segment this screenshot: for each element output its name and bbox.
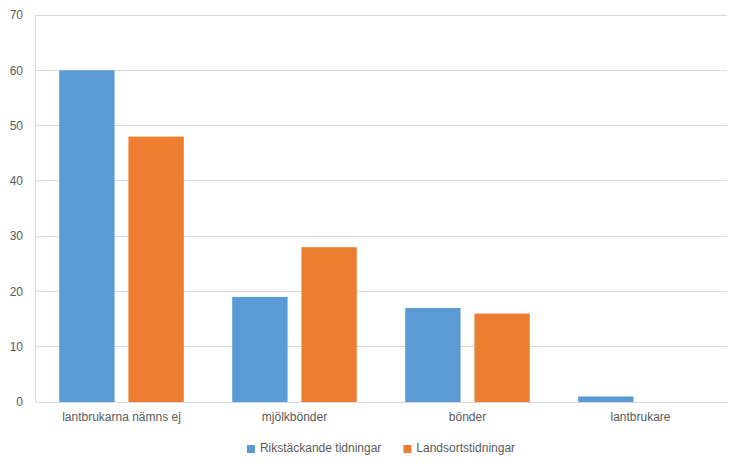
y-tick: 60 <box>10 64 35 78</box>
x-tick-label: mjölkbönder <box>262 410 327 424</box>
y-axis-line <box>35 16 36 403</box>
y-tick-label: 10 <box>10 340 24 354</box>
y-tick-label: 30 <box>10 229 24 243</box>
bar <box>647 402 702 403</box>
x-tick: bönder <box>449 402 486 424</box>
bar <box>578 396 633 402</box>
y-tick-label: 70 <box>10 8 24 22</box>
x-tick-label: bönder <box>449 410 486 424</box>
x-tick: mjölkbönder <box>262 402 327 424</box>
y-tick-label: 50 <box>10 119 24 133</box>
legend: Rikstäckande tidningar Landsortstidningar <box>247 441 515 455</box>
y-tick: 50 <box>10 119 35 133</box>
y-tick: 40 <box>10 174 35 188</box>
y-tick: 70 <box>10 8 35 22</box>
plot: 0 10 20 30 40 50 60 70 lantbrukarna nämns ej mjöl… <box>10 8 728 423</box>
y-axis: 0 10 20 30 40 50 60 70 <box>10 8 36 409</box>
grid <box>35 15 727 402</box>
grid-line <box>35 70 727 71</box>
legend-item: Landsortstidningar <box>403 441 515 455</box>
y-tick: 10 <box>10 340 35 354</box>
grid-line <box>35 15 727 16</box>
bar <box>232 297 287 402</box>
bars <box>59 70 633 402</box>
x-axis-line <box>36 402 728 403</box>
x-tick-label: lantbrukarna nämns ej <box>62 410 181 424</box>
bar <box>301 247 356 402</box>
x-axis: lantbrukarna nämns ej mjölkbönder bönder la… <box>36 402 728 424</box>
chart: 0 10 20 30 40 50 60 70 lantbrukarna nämns ej mjöl… <box>0 0 743 468</box>
legend-swatch <box>247 445 255 453</box>
y-tick-label: 20 <box>10 285 24 299</box>
bar <box>128 137 183 402</box>
y-tick-label: 60 <box>10 64 24 78</box>
x-tick-label: lantbrukare <box>610 410 670 424</box>
x-tick: lantbrukare <box>610 402 670 424</box>
x-tick: lantbrukarna nämns ej <box>62 402 181 424</box>
y-tick-label: 0 <box>16 395 23 409</box>
y-tick-label: 40 <box>10 174 24 188</box>
y-tick: 0 <box>16 395 35 409</box>
bar <box>59 70 114 402</box>
grid-line <box>35 125 727 126</box>
legend-label: Rikstäckande tidningar <box>260 441 381 455</box>
y-tick: 30 <box>10 229 35 243</box>
bar <box>405 308 460 402</box>
bar <box>474 314 529 402</box>
legend-item: Rikstäckande tidningar <box>247 441 381 455</box>
legend-swatch <box>403 445 411 453</box>
legend-label: Landsortstidningar <box>416 441 515 455</box>
y-tick: 20 <box>10 285 35 299</box>
